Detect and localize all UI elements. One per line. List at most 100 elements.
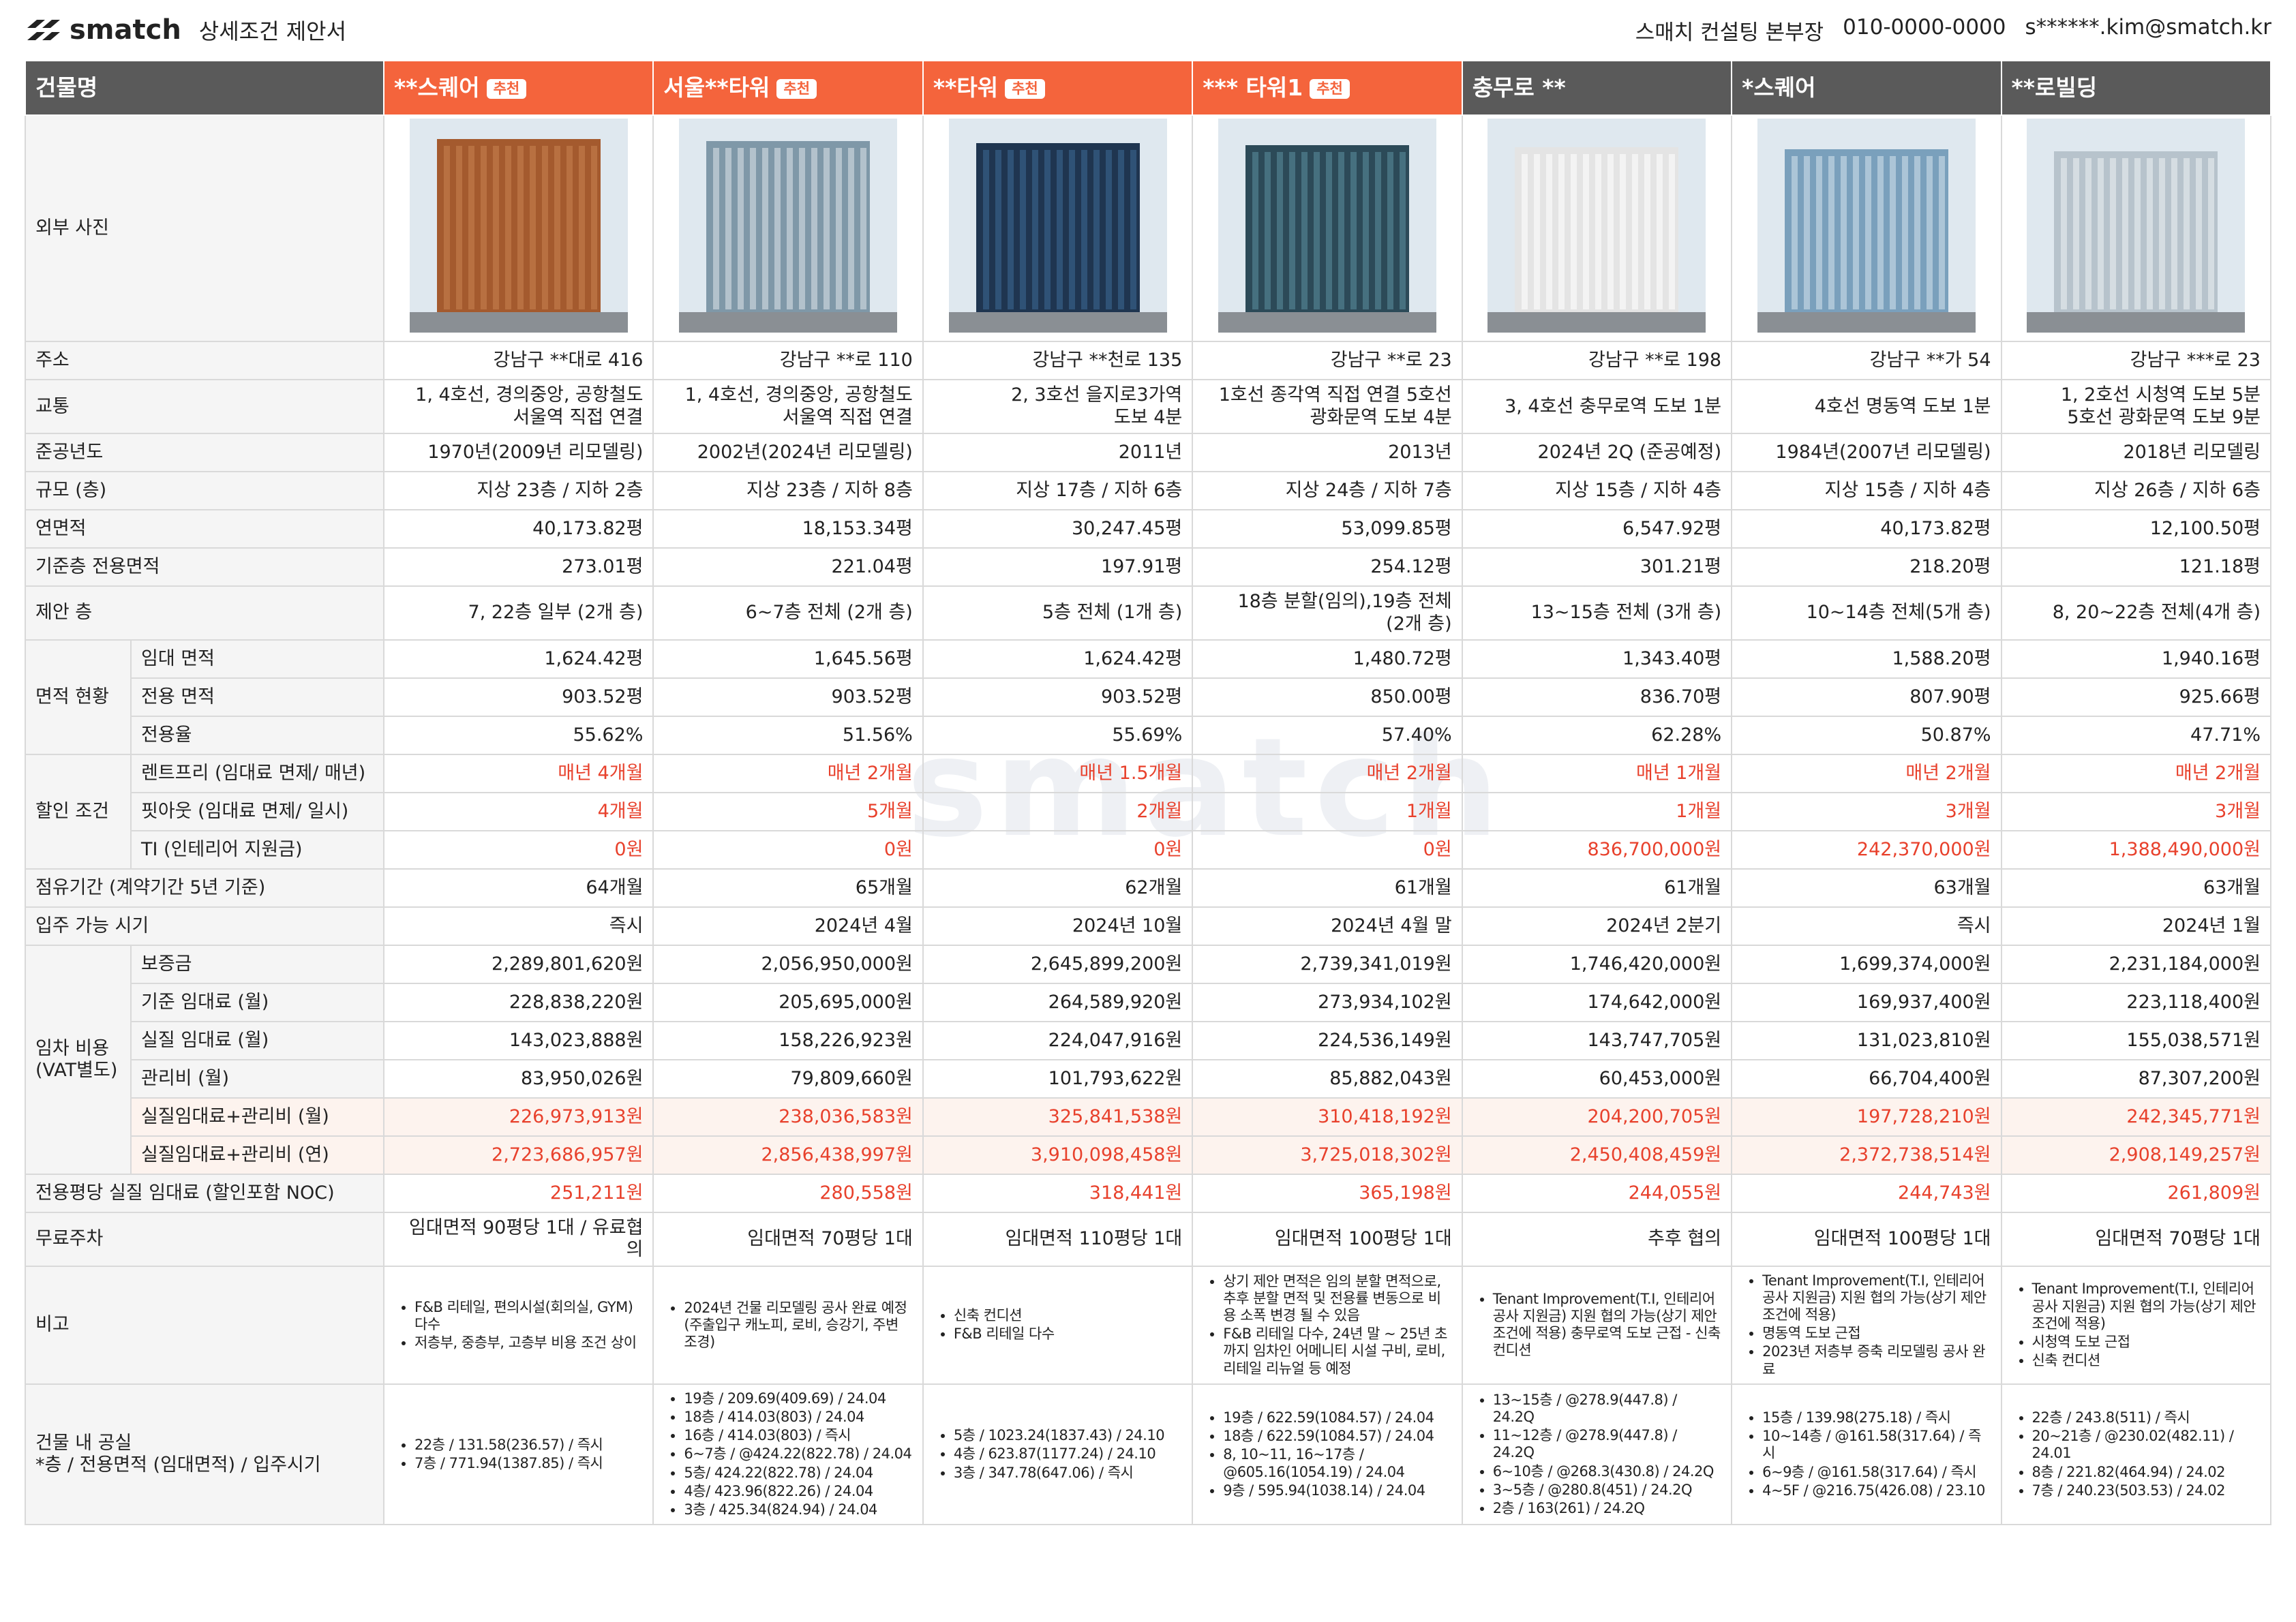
- row-label: 건물 내 공실 *층 / 전용면적 (임대면적) / 입주시기: [25, 1383, 384, 1526]
- data-row: 건물 내 공실 *층 / 전용면적 (임대면적) / 입주시기 22층 / 131…: [25, 1383, 2272, 1526]
- bullet-item: 10~14층 / @161.58(317.64) / 즉시: [1762, 1428, 1991, 1462]
- list-cell: 2024년 건물 리모델링 공사 완료 예정 (주출입구 캐노피, 로비, 승강…: [652, 1265, 924, 1385]
- value-cell: 즉시: [1731, 906, 2002, 946]
- badge: 추천: [1005, 79, 1045, 100]
- value-cell: 2002년(2024년 리모델링): [652, 433, 924, 473]
- data-row: 연면적 40,173.82평 18,153.34평 30,247.45평 53,099.…: [25, 509, 2272, 549]
- value-cell: 강남구 **대로 416: [382, 341, 654, 381]
- value-cell: 318,441원: [922, 1173, 1194, 1213]
- bullet-list: Tenant Improvement(T.I, 인테리어 공사 지원금) 지원 …: [1472, 1291, 1721, 1360]
- value-cell: 1,624.42평: [922, 639, 1194, 679]
- badge: 추천: [1310, 79, 1350, 100]
- list-cell: 22층 / 131.58(236.57) / 즉시7층 / 771.94(138…: [382, 1383, 654, 1526]
- value-cell: 66,704,400원: [1731, 1058, 2002, 1099]
- value-cell: 지상 26층 / 지하 6층: [2000, 471, 2272, 511]
- building-name-cell: **로빌딩: [2000, 60, 2272, 116]
- bullet-item: 19층 / 209.69(409.69) / 24.04: [684, 1390, 912, 1407]
- value-cell: 1, 2호선 시청역 도보 5분 5호선 광화문역 도보 9분: [2000, 379, 2272, 435]
- photo-cell: [652, 114, 924, 343]
- bullet-item: 저층부, 중층부, 고층부 비용 조건 상이: [414, 1334, 643, 1351]
- badge: 추천: [776, 79, 817, 100]
- bullet-item: 22층 / 131.58(236.57) / 즉시: [414, 1437, 643, 1454]
- value-cell: 807.90평: [1731, 677, 2002, 717]
- value-cell: 1개월: [1192, 791, 1463, 831]
- value-cell: 2,723,686,957원: [382, 1135, 654, 1175]
- header: smatch 상세조건 제안서 스매치 컨설팅 본부장 010-0000-0000…: [25, 0, 2271, 60]
- data-row: 기준층 전용면적 273.01평 221.04평 197.91평 254.12평 301.…: [25, 547, 2272, 587]
- value-cell: 1984년(2007년 리모델링): [1731, 433, 2002, 473]
- value-cell: 261,809원: [2000, 1173, 2272, 1213]
- value-cell: 101,793,622원: [922, 1058, 1194, 1099]
- value-cell: 2024년 2Q (준공예정): [1461, 433, 1733, 473]
- data-row: 교통 1, 4호선, 경의중앙, 공항철도 서울역 직접 연결 1, 4호선, 경의…: [25, 379, 2272, 435]
- bullet-item: 3층 / 425.34(824.94) / 24.04: [684, 1501, 912, 1518]
- value-cell: 1,343.40평: [1461, 639, 1733, 679]
- row-label: 제안 층: [25, 585, 384, 641]
- list-cell: Tenant Improvement(T.I, 인테리어 공사 지원금) 지원 …: [1731, 1265, 2002, 1385]
- header-row: 건물명 **스퀘어 추천 서울**타워 추천 **타워 추천 *** 타워1 추천 충무로 ** *…: [25, 60, 2272, 116]
- value-cell: 47.71%: [2000, 715, 2272, 755]
- value-cell: 273,934,102원: [1192, 982, 1463, 1022]
- value-cell: 204,200,705원: [1461, 1097, 1733, 1137]
- value-cell: 197.91평: [922, 547, 1194, 587]
- logo: smatch: [25, 14, 181, 46]
- row-label: 입주 가능 시기: [25, 906, 384, 946]
- value-cell: 지상 17층 / 지하 6층: [922, 471, 1194, 511]
- proposal-table: 건물명 **스퀘어 추천 서울**타워 추천 **타워 추천 *** 타워1 추천 충무로 ** *…: [25, 60, 2272, 1526]
- bullet-item: F&B 리테일, 편의시설(회의실, GYM) 다수: [414, 1299, 643, 1333]
- bullet-list: 2024년 건물 리모델링 공사 완료 예정 (주출입구 캐노피, 로비, 승강…: [663, 1300, 912, 1351]
- value-cell: 2024년 2분기: [1461, 906, 1733, 946]
- data-row: 임차 비용 (VAT별도) 보증금 2,289,801,620원 2,056,950,…: [25, 944, 2272, 1175]
- bullet-item: 8, 10~11, 16~17층 / @605.16(1054.19) / 24…: [1223, 1446, 1451, 1480]
- bullet-list: F&B 리테일, 편의시설(회의실, GYM) 다수저층부, 중층부, 고층부 …: [394, 1299, 643, 1352]
- value-cell: 2,289,801,620원: [382, 944, 654, 984]
- contact: 스매치 컨설팅 본부장 010-0000-0000 s******.kim@smat…: [1635, 15, 2271, 46]
- building-name: **로빌딩: [2011, 74, 2098, 102]
- row-label: 실질 임대료 (월): [130, 1020, 384, 1060]
- photo-cell: [1461, 114, 1733, 343]
- value-cell: 6,547.92평: [1461, 509, 1733, 549]
- value-cell: 2,645,899,200원: [922, 944, 1194, 984]
- value-cell: 224,536,149원: [1192, 1020, 1463, 1060]
- data-row: 주소 강남구 **대로 416 강남구 **로 110 강남구 **천로 135 강남구…: [25, 341, 2272, 381]
- building-name-cell: **타워 추천: [922, 60, 1194, 116]
- value-cell: 지상 15층 / 지하 4층: [1461, 471, 1733, 511]
- bullet-item: 7층 / 240.23(503.53) / 24.02: [2032, 1482, 2261, 1499]
- value-cell: 4개월: [382, 791, 654, 831]
- value-cell: 2013년: [1192, 433, 1463, 473]
- bullet-item: 5층 / 1023.24(1837.43) / 24.10: [954, 1427, 1182, 1444]
- value-cell: 238,036,583원: [652, 1097, 924, 1137]
- value-cell: 2024년 1월: [2000, 906, 2272, 946]
- data-row: 전용율 55.62% 51.56% 55.69% 57.40% 62.28% 50.87% 4…: [25, 715, 2272, 755]
- data-row: 준공년도 1970년(2009년 리모델링) 2002년(2024년 리모델링) 20…: [25, 433, 2272, 473]
- list-cell: 22층 / 243.8(511) / 즉시 20~21층 / @230.02(48…: [2000, 1383, 2272, 1526]
- value-cell: 1,480.72평: [1192, 639, 1463, 679]
- data-row: 전용 면적 903.52평 903.52평 903.52평 850.00평 836.70평…: [25, 677, 2272, 717]
- value-cell: 지상 24층 / 지하 7층: [1192, 471, 1463, 511]
- logo-text: smatch: [70, 14, 181, 46]
- data-row: 실질임대료+관리비 (연) 2,723,686,957원 2,856,438,997…: [25, 1135, 2272, 1175]
- value-cell: 매년 1.5개월: [922, 753, 1194, 793]
- value-cell: 즉시: [382, 906, 654, 946]
- photo-cell: [2000, 114, 2272, 343]
- bullet-list: 19층 / 622.59(1084.57) / 24.04 18층 / 622.5…: [1203, 1409, 1451, 1499]
- value-cell: 55.69%: [922, 715, 1194, 755]
- value-cell: 0원: [382, 829, 654, 870]
- bullet-item: 20~21층 / @230.02(482.11) / 24.01: [2032, 1428, 2261, 1462]
- value-cell: 1,746,420,000원: [1461, 944, 1733, 984]
- bullet-item: 시청역 도보 근접: [2032, 1334, 2261, 1351]
- row-label: 관리비 (월): [130, 1058, 384, 1099]
- building-name: 충무로 **: [1472, 74, 1566, 102]
- value-cell: 1,940.16평: [2000, 639, 2272, 679]
- bullet-item: 22층 / 243.8(511) / 즉시: [2032, 1409, 2261, 1426]
- value-cell: 임대면적 90평당 1대 / 유료협의: [382, 1211, 654, 1267]
- value-cell: 8, 20~22층 전체(4개 층): [2000, 585, 2272, 641]
- bullet-item: 8층 / 221.82(464.94) / 24.02: [2032, 1464, 2261, 1481]
- value-cell: 임대면적 100평당 1대: [1192, 1211, 1463, 1267]
- value-cell: 301.21평: [1461, 547, 1733, 587]
- value-cell: 2,450,408,459원: [1461, 1135, 1733, 1175]
- value-cell: 3개월: [1731, 791, 2002, 831]
- row-label: 보증금: [130, 944, 384, 984]
- building-name-cell: *스퀘어: [1731, 60, 2002, 116]
